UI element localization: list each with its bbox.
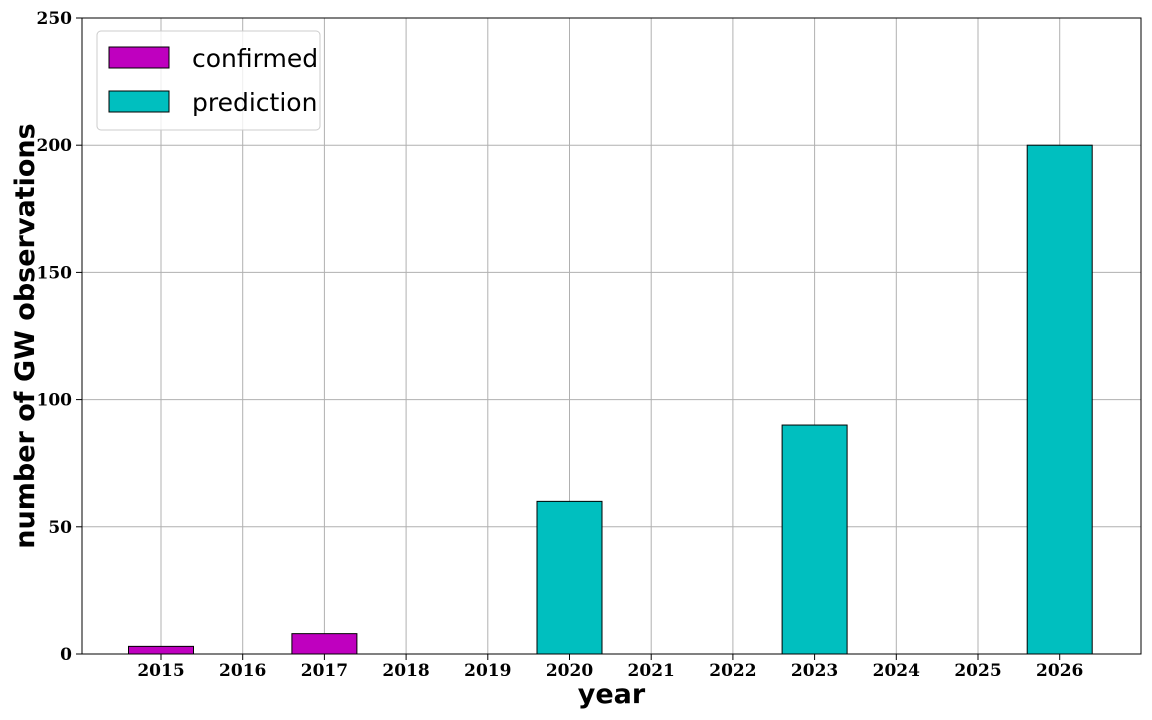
x-tick-label: 2018	[382, 661, 429, 681]
x-tick-label: 2019	[464, 661, 511, 681]
bar-prediction-2026	[1026, 144, 1093, 655]
y-tick-label: 150	[37, 263, 73, 283]
legend-label-confirmed: confirmed	[192, 44, 318, 73]
bar-confirmed-2017	[291, 633, 358, 655]
x-axis-label: year	[578, 679, 646, 710]
bars	[128, 144, 1093, 655]
plot-frame	[81, 17, 1142, 655]
legend: confirmed prediction	[96, 30, 321, 131]
legend-label-prediction: prediction	[192, 88, 317, 117]
bar-confirmed-2015	[128, 645, 194, 655]
x-tick-label: 2020	[546, 661, 593, 681]
y-tick-label: 50	[48, 518, 72, 538]
x-tick-label: 2017	[301, 661, 348, 681]
y-tick-label: 100	[37, 391, 73, 411]
legend-swatch-prediction	[108, 90, 170, 113]
bar-prediction-2020	[536, 500, 603, 655]
x-tick-label: 2024	[873, 661, 920, 681]
x-tick-label: 2026	[1036, 661, 1083, 681]
legend-swatch-confirmed	[108, 46, 170, 69]
y-tick-label: 250	[37, 9, 73, 29]
x-tick-label: 2015	[137, 661, 184, 681]
x-tick-label: 2025	[954, 661, 1001, 681]
x-tick-label: 2016	[219, 661, 266, 681]
x-tick-labels: 2015 2016 2017 2018 2019 2020 2021 2022 2023 2024…	[137, 654, 1083, 681]
bar-prediction-2023	[781, 424, 848, 655]
y-axis-label: number of GW observations	[10, 123, 41, 548]
y-tick-label: 200	[37, 136, 73, 156]
x-tick-label: 2022	[709, 661, 756, 681]
x-tick-label: 2021	[628, 661, 675, 681]
x-tick-label: 2023	[791, 661, 838, 681]
y-tick-labels: 0 50 100 150 200 250	[37, 9, 82, 665]
y-tick-label: 0	[60, 645, 72, 665]
